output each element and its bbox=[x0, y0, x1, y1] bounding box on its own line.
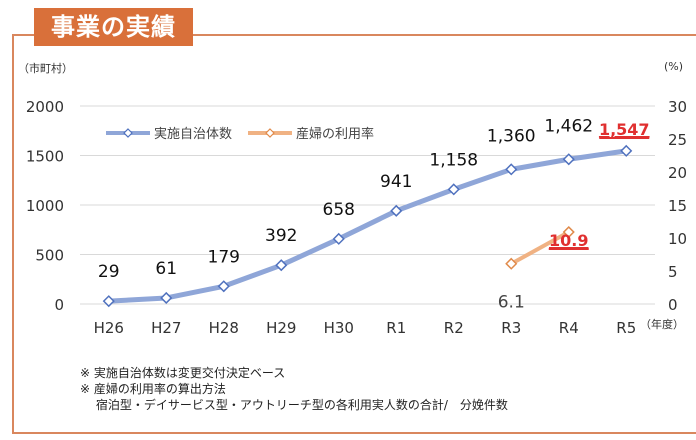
series-line-2 bbox=[510, 230, 570, 266]
line-chart: 0 500 1000 1500 2000 0 5 10 15 20 25 30 H26 H27 H28 H29… bbox=[26, 98, 687, 337]
data-point-marker bbox=[217, 280, 230, 293]
section-title: 事業の実績 bbox=[34, 8, 193, 46]
footnote: ※ 実施自治体数は変更交付決定ベース bbox=[80, 366, 286, 380]
x-tick-label: H27 bbox=[151, 319, 181, 337]
data-label: 1,360 bbox=[487, 126, 536, 146]
data-point-marker bbox=[332, 232, 345, 245]
data-label: 658 bbox=[323, 200, 355, 220]
footnotes: ※ 実施自治体数は変更交付決定ベース ※ 産婦の利用率の算出方法 宿泊型・デイサ… bbox=[80, 365, 508, 413]
right-axis-unit: (%) bbox=[664, 60, 684, 73]
y-left-tick-label: 2000 bbox=[26, 98, 64, 116]
y-right-tick-label: 20 bbox=[668, 164, 687, 182]
data-label: 1,158 bbox=[429, 150, 478, 170]
legend-marker-series-2 bbox=[265, 128, 275, 138]
data-point-marker bbox=[160, 291, 173, 305]
y-right-tick-label: 25 bbox=[668, 131, 687, 149]
data-label: 1,547 bbox=[599, 120, 650, 139]
series-line-1 bbox=[108, 148, 627, 304]
y-left-tick-label: 500 bbox=[35, 247, 64, 265]
x-tick-label: R5 bbox=[616, 319, 636, 337]
data-label: 10.9 bbox=[549, 231, 588, 250]
x-axis-unit: （年度） bbox=[640, 317, 684, 331]
data-point-marker bbox=[390, 204, 403, 217]
data-label: 61 bbox=[155, 259, 177, 279]
data-point-marker bbox=[102, 295, 115, 308]
footnote: 宿泊型・デイサービス型・アウトリーチ型の各利用実人数の合計/ 分娩件数 bbox=[80, 398, 508, 412]
data-point-marker bbox=[620, 144, 633, 157]
x-tick-label: H26 bbox=[94, 319, 124, 337]
legend-label-series-2: 産婦の利用率 bbox=[296, 126, 374, 142]
x-tick-label: R1 bbox=[386, 319, 406, 337]
data-label: 6.1 bbox=[498, 293, 525, 313]
y-right-tick-label: 10 bbox=[668, 230, 687, 248]
x-tick-label: H30 bbox=[324, 319, 354, 337]
y-right-tick-label: 5 bbox=[668, 263, 678, 281]
data-point-marker bbox=[275, 259, 288, 272]
frame-border-top bbox=[193, 34, 696, 36]
y-right-tick-label: 30 bbox=[668, 98, 687, 116]
data-point-marker bbox=[447, 183, 460, 196]
data-label: 1,462 bbox=[544, 116, 593, 136]
y-right-tick-label: 15 bbox=[668, 197, 687, 215]
data-point-marker bbox=[505, 163, 518, 176]
x-tick-label: H28 bbox=[209, 319, 239, 337]
legend-label-series-1: 実施自治体数 bbox=[154, 126, 232, 142]
y-left-tick-label: 1000 bbox=[26, 197, 64, 215]
frame-border-left bbox=[12, 34, 14, 434]
footnote: ※ 産婦の利用率の算出方法 bbox=[80, 382, 226, 396]
data-label: 179 bbox=[208, 247, 240, 267]
y-right-tick-label: 0 bbox=[668, 296, 678, 314]
legend-marker-series-1 bbox=[123, 128, 133, 138]
frame-border-bottom bbox=[12, 432, 696, 434]
y-left-tick-label: 0 bbox=[54, 296, 64, 314]
x-tick-label: R2 bbox=[444, 319, 464, 337]
frame-border-top bbox=[12, 34, 34, 36]
data-label: 392 bbox=[265, 226, 297, 246]
left-axis-unit: （市町村） bbox=[18, 62, 73, 75]
data-label: 941 bbox=[380, 172, 412, 192]
y-left-tick-label: 1500 bbox=[26, 148, 64, 166]
data-point-marker bbox=[505, 257, 518, 270]
x-tick-label: R3 bbox=[501, 319, 521, 337]
data-point-marker bbox=[562, 225, 575, 239]
x-tick-label: H29 bbox=[266, 319, 296, 337]
data-label: 29 bbox=[98, 262, 120, 282]
x-tick-label: R4 bbox=[559, 319, 579, 337]
data-point-marker bbox=[562, 153, 575, 166]
